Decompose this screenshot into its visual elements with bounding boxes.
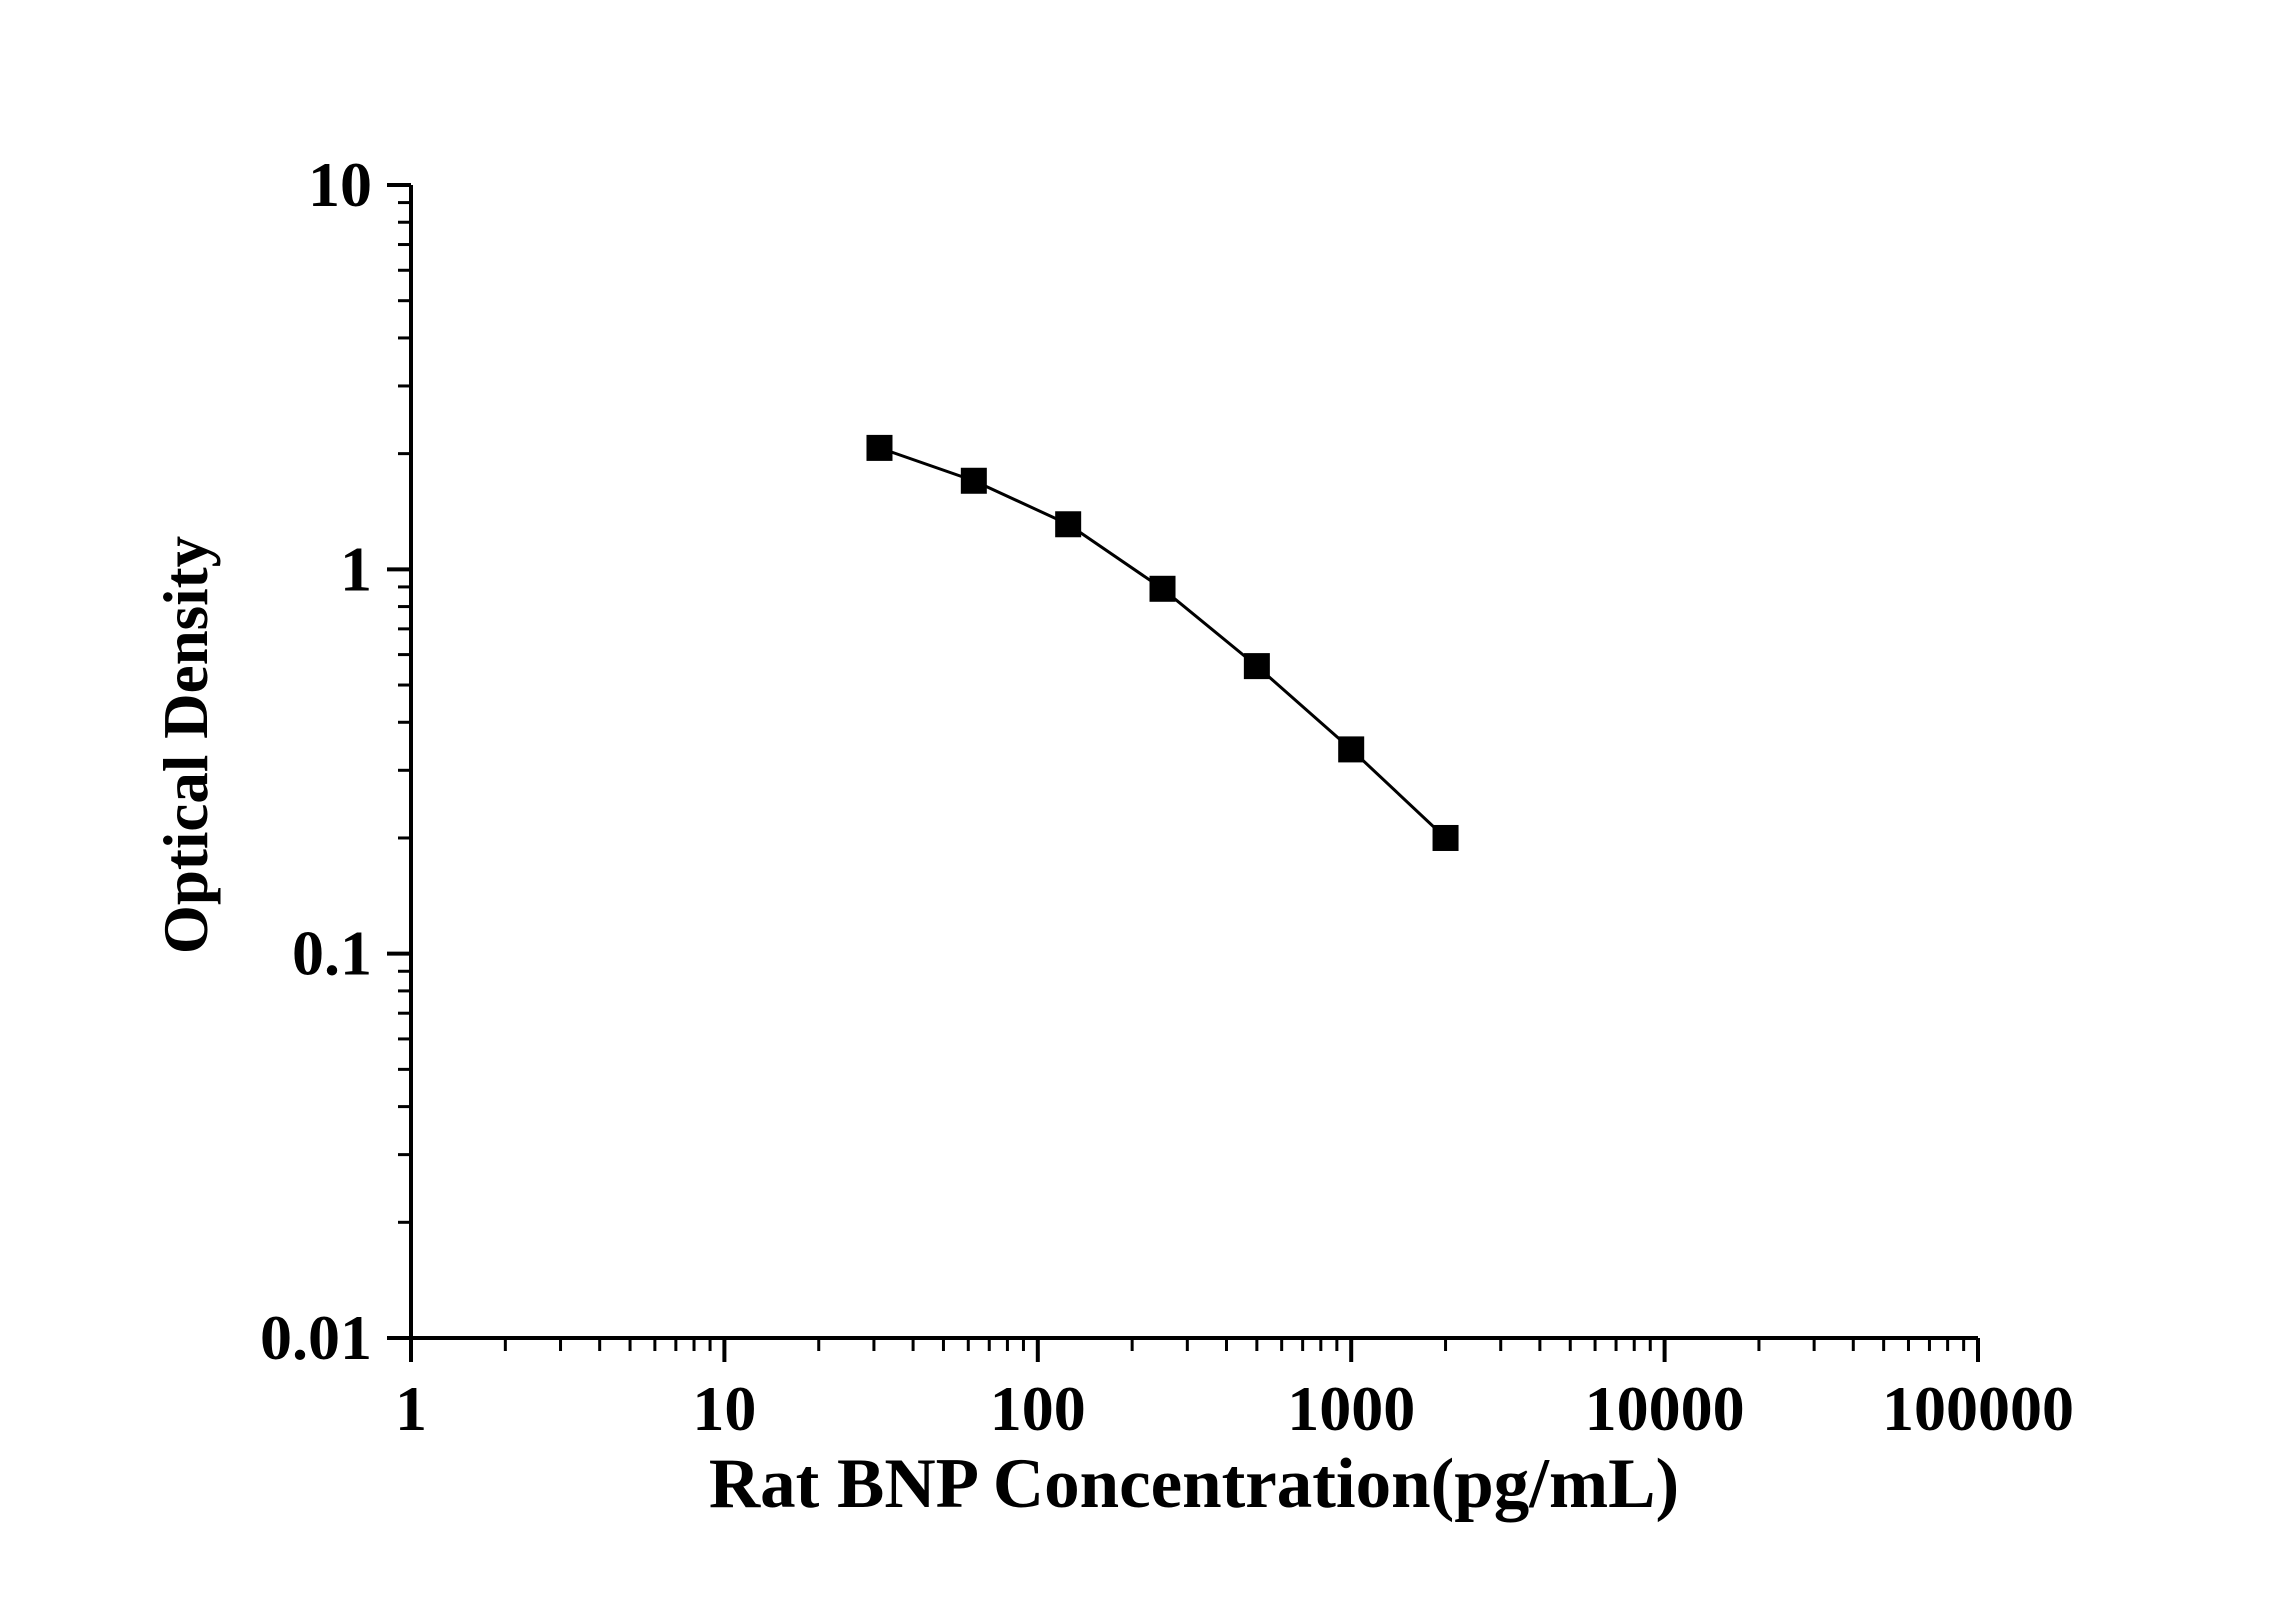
y-axis-tick-label: 0.01	[260, 1302, 372, 1373]
x-axis-tick-label: 10000	[1585, 1373, 1745, 1444]
data-point-marker	[960, 467, 987, 494]
data-point-marker	[1243, 653, 1270, 680]
series-layer	[866, 434, 1459, 851]
data-point-marker	[1432, 824, 1459, 851]
x-axis-tick-label: 100000	[1882, 1373, 2074, 1444]
y-axis-tick-label: 1	[340, 533, 372, 604]
y-axis-title: Optical Density	[151, 536, 221, 954]
axes-layer: 1 10 100 1000 10000 100000 10 1 0.1 0.01	[260, 149, 2074, 1444]
x-axis-tick-label: 100	[990, 1373, 1086, 1444]
data-point-marker	[1055, 511, 1082, 538]
data-point-marker	[1338, 736, 1365, 763]
series-line	[878, 446, 1447, 840]
x-axis-title: Rat BNP Concentration(pg/mL)	[709, 1445, 1679, 1523]
x-axis-tick-label: 1	[395, 1373, 427, 1444]
data-point-marker	[1149, 575, 1176, 602]
data-point-marker	[866, 434, 893, 461]
y-axis-tick-label: 10	[308, 149, 372, 220]
x-axis-tick-label: 1000	[1287, 1373, 1415, 1444]
x-axis-tick-label: 10	[692, 1373, 756, 1444]
y-axis-tick-label: 0.1	[292, 918, 372, 989]
